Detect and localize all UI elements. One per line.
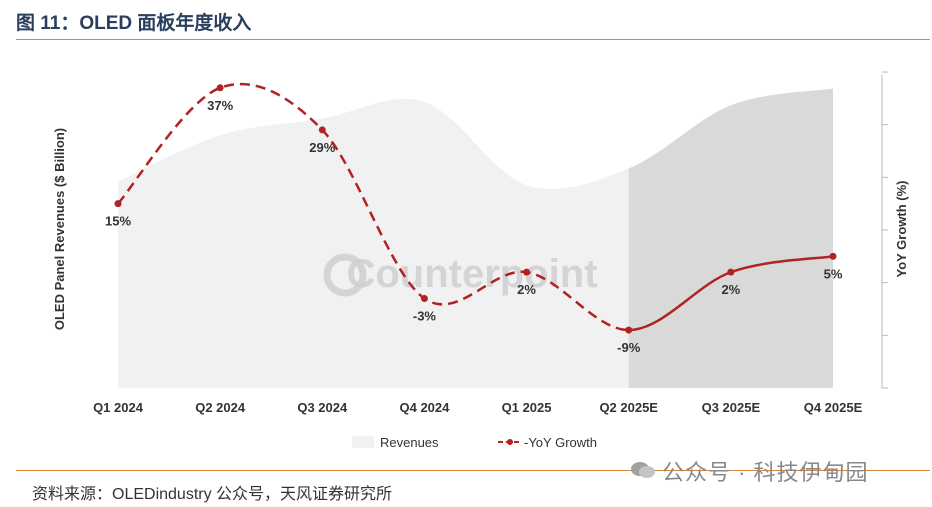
yoy-data-label: 15%: [105, 214, 131, 229]
yoy-data-label: 2%: [517, 282, 536, 297]
yoy-point: [727, 268, 735, 276]
y-axis-label-left: OLED Panel Revenues ($ Billion): [52, 128, 67, 330]
x-tick-label: Q2 2024: [195, 400, 246, 415]
yoy-data-label: -3%: [413, 308, 437, 323]
x-tick-label: Q3 2024: [297, 400, 348, 415]
x-axis-labels: Q1 2024 Q2 2024 Q3 2024 Q4 2024 Q1 2025 Q2 20…: [93, 400, 863, 415]
yoy-point: [625, 326, 633, 334]
x-tick-label: Q4 2025E: [804, 400, 863, 415]
right-axis-ticks: [882, 71, 888, 389]
yoy-point: [318, 126, 326, 134]
counterpoint-logo: [323, 253, 367, 297]
wechat-watermark: 公众号 · 科技伊甸园: [662, 460, 869, 485]
yoy-point: [216, 84, 224, 92]
yoy-point: [523, 268, 531, 276]
yoy-point: [829, 252, 837, 260]
yoy-data-label: 37%: [207, 98, 233, 113]
legend-swatch-revenues: [352, 436, 374, 448]
yoy-line-solid: [628, 255, 834, 332]
yoy-data-label: -9%: [617, 340, 641, 355]
revenue-area-group: [118, 88, 833, 388]
yoy-data-label: 29%: [309, 140, 335, 155]
x-tick-label: Q1 2024: [93, 400, 144, 415]
legend-marker-yoy: [507, 439, 513, 445]
yoy-data-label: 5%: [824, 266, 843, 281]
chart-canvas: Counterpoint OLED Panel Revenues ($ Bill…: [52, 71, 909, 450]
yoy-line-group: 15% 37% 29% -3% 2% -9% 2% 5%: [105, 82, 843, 355]
x-tick-label: Q3 2025E: [702, 400, 761, 415]
wechat-icon: [631, 462, 655, 478]
chart-title: 图 11：OLED 面板年度收入: [16, 13, 252, 34]
x-tick-label: Q2 2025E: [599, 400, 658, 415]
x-tick-label: Q4 2024: [399, 400, 450, 415]
counterpoint-watermark: Counterpoint: [346, 252, 597, 296]
top-divider: [16, 39, 930, 40]
yoy-data-label: 2%: [721, 282, 740, 297]
source-note: 资料来源：OLEDindustry 公众号，天风证券研究所: [32, 486, 393, 503]
yoy-point: [420, 294, 428, 302]
yoy-line-dashed: [117, 82, 629, 332]
legend-label-yoy: -YoY Growth: [524, 435, 597, 450]
legend: Revenues -YoY Growth: [352, 435, 597, 450]
bottom-divider: [16, 470, 930, 471]
legend-label-revenues: Revenues: [380, 435, 439, 450]
x-tick-label: Q1 2025: [502, 400, 552, 415]
revenue-forecast-area: [628, 88, 833, 388]
yoy-point: [114, 200, 122, 208]
y-axis-label-right: YoY Growth (%): [894, 180, 909, 277]
